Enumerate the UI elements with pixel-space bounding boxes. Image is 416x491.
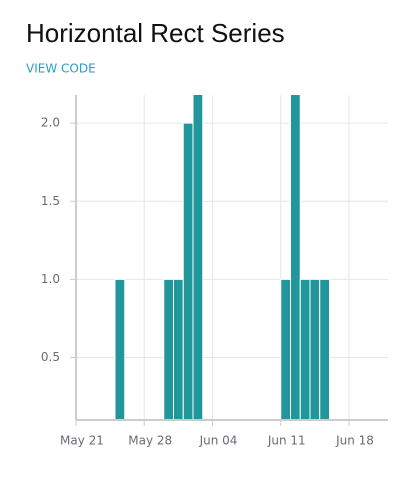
bar [192, 95, 204, 420]
title: Horizontal Rect Series [26, 18, 285, 48]
bar [299, 278, 311, 420]
view-code-link[interactable]: VIEW CODE [26, 62, 96, 76]
bar [182, 122, 194, 420]
x-tick-label: May 28 [128, 434, 172, 448]
x-tick-label: Jun 18 [335, 434, 374, 448]
bar [173, 278, 184, 420]
bar [114, 278, 126, 420]
bar [290, 95, 301, 420]
bar [280, 278, 291, 420]
bar [319, 278, 330, 420]
bar [163, 278, 174, 420]
y-tick-label: 0.5 [41, 350, 60, 364]
y-tick-label: 2.0 [41, 116, 60, 130]
bar [309, 278, 321, 420]
x-tick-label: May 21 [60, 434, 104, 448]
bars [114, 95, 330, 420]
y-tick-label: 1.0 [41, 272, 60, 286]
y-tick-label: 1.5 [41, 194, 60, 208]
x-tick-label: Jun 11 [267, 434, 306, 448]
axes: 0.5 1.0 1.5 2.0 May 21 May 28 Jun 04 Jun 11 Jun … [41, 95, 388, 448]
x-tick-label: Jun 04 [199, 434, 238, 448]
